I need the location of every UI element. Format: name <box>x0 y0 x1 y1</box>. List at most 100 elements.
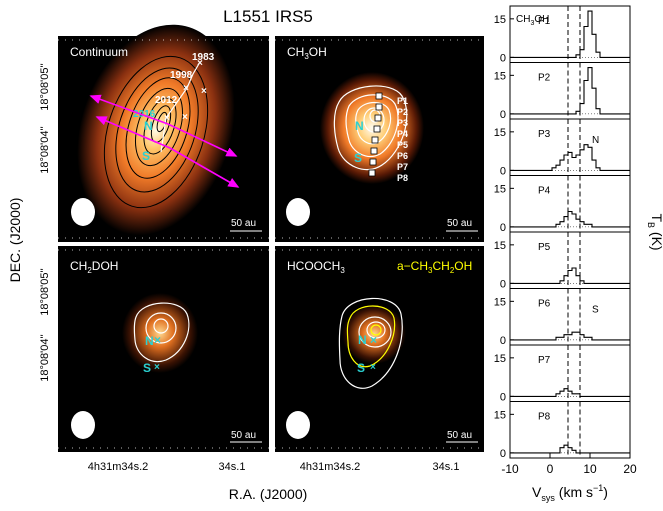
source-label-s: S <box>357 361 365 375</box>
scalebar-label: 50 au <box>231 218 256 229</box>
source-label-s: S <box>142 149 150 163</box>
spectrum-line <box>510 444 630 454</box>
beam-ellipse <box>286 411 310 439</box>
position-labels: P1 P2 P3 P4 P5 P6 P7 P8 <box>397 96 408 183</box>
beam-ellipse <box>286 198 310 226</box>
cross-marker: × <box>182 112 188 123</box>
cross-marker: × <box>154 333 161 347</box>
spectrum-line <box>510 144 630 171</box>
spectrum-x-tick-label: 10 <box>583 462 597 476</box>
spectrum-y-tick-label: 0 <box>500 109 506 121</box>
dec-tick-label: 18°08'05'' <box>39 268 51 315</box>
epoch-label: 2012 <box>155 95 178 106</box>
spectra-title: CH3OH <box>516 14 549 27</box>
spectrum-x-tick-label: 20 <box>623 462 637 476</box>
position-label: P5 <box>397 140 408 150</box>
epoch-trail <box>160 61 201 153</box>
spectrum-label: P6 <box>538 299 551 310</box>
spectrum-line <box>510 67 630 115</box>
spectrum-x-tick-label: -10 <box>501 462 519 476</box>
overlay-label: a−CH3CH2OH <box>397 259 472 275</box>
position-markers <box>368 92 383 177</box>
scalebar-label: 50 au <box>447 218 472 229</box>
epoch-label: 1983 <box>192 52 215 63</box>
spectrum-y-tick-label: 15 <box>494 409 506 421</box>
cross-marker: × <box>370 333 377 347</box>
ra-axis-label: R.A. (J2000) <box>229 486 308 502</box>
spectra-column: CH3OH Vsys (km s−1) TB (K) P1 0 15 P2 0 15 P3 N… <box>494 5 663 503</box>
ra-tick-label: 34s.1 <box>219 461 246 473</box>
spectrum-label: P4 <box>538 186 551 197</box>
spectrum-y-tick-label: 0 <box>500 391 506 403</box>
ra-tick-label: 34s.1 <box>433 461 460 473</box>
spectrum-label: P3 <box>538 129 551 140</box>
position-label: P2 <box>397 107 408 117</box>
spectrum-y-tick-label: 15 <box>494 240 506 252</box>
spectrum-label: P1 <box>538 16 551 27</box>
spectra-y-axis-label: TB (K) <box>646 213 663 250</box>
spectrum-y-tick-label: 15 <box>494 296 506 308</box>
spectrum-label: P8 <box>538 412 551 423</box>
panel-title: CH2DOH <box>70 259 118 275</box>
epoch-label: 2016 <box>133 109 156 120</box>
source-label-n: N <box>145 334 154 348</box>
continuum-emission <box>77 24 235 236</box>
spectrum-label: P7 <box>538 355 551 366</box>
ethanol-contours <box>346 305 396 368</box>
ra-tick-label: 4h31m34s.2 <box>300 461 361 473</box>
dec-axis-label: DEC. (J2000) <box>7 198 23 283</box>
source-label-s: S <box>143 361 151 375</box>
outflow-arrow <box>169 147 240 188</box>
panel-ch3oh: P1 P2 P3 P4 P5 P6 P7 P8 N S CH3OH 50 au <box>275 36 484 242</box>
dec-tick-label: 18°08'04'' <box>39 334 51 381</box>
outflow-arrow <box>167 123 238 157</box>
spectrum-y-tick-label: 0 <box>500 165 506 177</box>
spectrum-source-label: N <box>592 135 599 146</box>
spectrum-y-tick-label: 0 <box>500 335 506 347</box>
dec-tick-label: 18°08'05'' <box>39 63 51 110</box>
spectrum-y-tick-label: 15 <box>494 353 506 365</box>
position-label: P3 <box>397 118 408 128</box>
panel-continuum: × × × × × 1983 1998 2012 2016 N S Contin… <box>58 24 269 242</box>
spectrum-y-tick-label: 15 <box>494 127 506 139</box>
spectrum-y-tick-label: 0 <box>500 52 506 64</box>
figure-title: L1551 IRS5 <box>223 7 313 26</box>
spectrum-x-tick-label: 0 <box>547 462 554 476</box>
position-label: P1 <box>397 96 408 106</box>
scalebar-label: 50 au <box>231 430 256 441</box>
cross-marker: × <box>197 58 203 69</box>
spectrum-y-tick-label: 15 <box>494 183 506 195</box>
spectrum-line <box>510 210 630 228</box>
spectrum-y-tick-label: 15 <box>494 14 506 26</box>
position-label: P4 <box>397 129 408 139</box>
outflow-arrow <box>89 94 169 125</box>
hcooch3-contours <box>338 297 403 389</box>
map-frame-ticks <box>58 39 484 449</box>
ra-tick-label: 4h31m34s.2 <box>88 461 149 473</box>
epoch-label: 1998 <box>170 70 193 81</box>
panel-ch2doh: × × N S CH2DOH 50 au <box>58 246 269 452</box>
spectrum-y-tick-label: 15 <box>494 70 506 82</box>
beam-ellipse <box>71 198 95 226</box>
dec-tick-label: 18°08'04'' <box>39 126 51 173</box>
spectrum-line <box>510 331 630 341</box>
source-label-n: N <box>144 119 153 133</box>
cross-marker: × <box>154 362 160 373</box>
position-label: P7 <box>397 162 408 172</box>
panel-title: CH3OH <box>287 45 327 61</box>
panel-title: Continuum <box>70 45 128 59</box>
beam-ellipse <box>71 411 95 439</box>
scalebar-label: 50 au <box>447 430 472 441</box>
cross-marker: × <box>201 86 207 97</box>
cross-marker: × <box>183 83 189 94</box>
spectrum-y-tick-label: 0 <box>500 222 506 234</box>
spectrum-line <box>510 388 630 397</box>
spectrum-line <box>510 10 630 58</box>
source-label-n: N <box>358 333 367 347</box>
ch2doh-contours <box>133 302 190 363</box>
position-label: P6 <box>397 151 408 161</box>
spectrum-y-tick-label: 0 <box>500 278 506 290</box>
spectra-x-axis-label: Vsys (km s−1) <box>532 483 608 503</box>
spectrum-label: P5 <box>538 242 551 253</box>
